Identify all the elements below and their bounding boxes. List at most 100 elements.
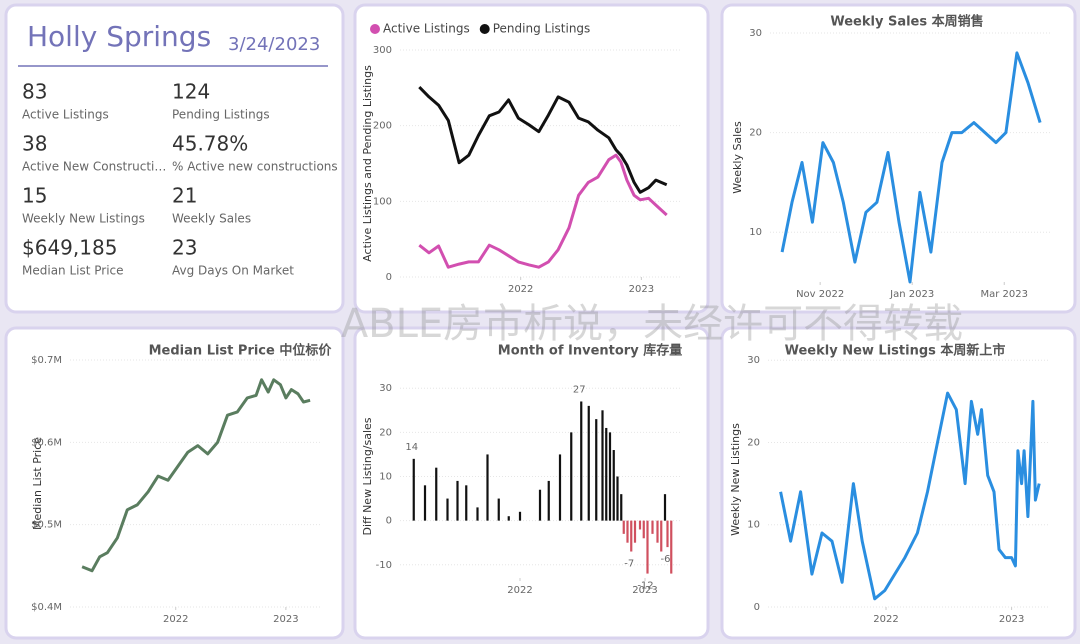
bar: [670, 520, 673, 574]
bar: [612, 450, 615, 521]
bar: [660, 520, 663, 552]
bar: [423, 485, 427, 521]
bar: [601, 410, 604, 521]
kpi-value: 21: [172, 184, 197, 208]
bar: [587, 405, 590, 521]
kpi-label: Median List Price: [22, 264, 124, 278]
kpi-label: Pending Listings: [172, 108, 270, 122]
kpi-value: 83: [22, 80, 47, 104]
bar: [486, 454, 489, 521]
bar: [412, 458, 415, 521]
bar: [595, 419, 598, 521]
y-axis-title: Active Listings and Pending Listings: [361, 65, 374, 262]
bar: [497, 498, 500, 521]
y-tick-label: 10: [379, 472, 392, 483]
chart-title: Median List Price 中位标价: [149, 343, 333, 359]
y-tick-label: 10: [747, 520, 760, 531]
kpi-value: 124: [172, 80, 210, 104]
data-label: -12: [637, 581, 653, 592]
y-tick-label: $0.6M: [31, 437, 62, 448]
bar: [570, 432, 573, 521]
x-tick-label: 2023: [632, 585, 657, 596]
bar: [656, 520, 659, 543]
bar: [605, 427, 608, 521]
bar: [435, 467, 438, 521]
line: [779, 391, 1041, 601]
bar: [518, 511, 522, 521]
y-tick-label: 30: [747, 355, 760, 366]
legend-swatch: [479, 24, 490, 34]
line: [418, 86, 668, 194]
bar: [666, 520, 669, 548]
y-tick-label: 200: [373, 121, 392, 132]
chart-title: Weekly Sales 本周销售: [830, 14, 983, 30]
panel: [353, 326, 710, 640]
y-tick-label: 30: [749, 28, 762, 39]
x-tick-label: 2022: [508, 284, 533, 295]
watermark: ABLE房市析说，未经许可不得转载: [341, 301, 963, 347]
y-tick-label: 0: [386, 272, 392, 283]
bar: [547, 480, 550, 521]
kpi-label: Weekly Sales: [172, 212, 251, 226]
line: [81, 378, 311, 573]
kpi-label: Active New Constructi…: [22, 160, 166, 174]
bar: [456, 480, 459, 521]
y-tick-label: $0.7M: [31, 355, 62, 366]
panel: [4, 326, 345, 640]
bar: [616, 476, 619, 521]
x-tick-label: 2022: [873, 614, 898, 625]
y-tick-label: 10: [749, 227, 762, 238]
bar: [642, 520, 645, 539]
kpi-panel: [4, 3, 345, 314]
x-tick-label: 2023: [273, 614, 298, 625]
kpi-label: % Active new constructions: [172, 160, 338, 174]
y-axis-title: Weekly Sales: [731, 121, 744, 194]
bar: [507, 516, 510, 521]
bar: [608, 432, 612, 521]
kpi-label: Weekly New Listings: [22, 212, 145, 226]
y-tick-label: 300: [373, 45, 392, 56]
data-label: -6: [661, 554, 671, 565]
y-tick-label: $0.5M: [31, 520, 62, 531]
x-tick-label: 2022: [163, 614, 188, 625]
panel: [353, 3, 710, 314]
y-axis-title: Median List Price: [31, 437, 44, 530]
x-tick-label: 2023: [999, 614, 1024, 625]
y-tick-label: -10: [376, 560, 392, 571]
kpi-grid: 83 Active Listings 124 Pending Listings 38 Ac…: [22, 80, 338, 278]
bar: [630, 520, 633, 552]
bar: [465, 485, 468, 521]
kpi-value: 23: [172, 236, 197, 260]
x-tick-label: Jan 2023: [889, 289, 934, 300]
kpi-value: $649,185: [22, 236, 117, 260]
kpi-value: 15: [22, 184, 47, 208]
y-axis-title: Weekly New Listings: [729, 423, 742, 536]
x-tick-label: Nov 2022: [796, 289, 844, 300]
bar: [651, 520, 654, 534]
bar: [633, 520, 637, 543]
bar: [626, 520, 629, 543]
x-tick-label: 2022: [507, 585, 532, 596]
y-tick-label: 0: [386, 516, 392, 527]
y-tick-label: $0.4M: [31, 602, 62, 613]
kpi-value: 38: [22, 132, 47, 156]
bar: [476, 507, 479, 521]
bar: [446, 498, 449, 521]
bar: [646, 520, 649, 574]
bar: [663, 494, 667, 521]
data-label: 14: [405, 442, 418, 453]
y-tick-label: 30: [379, 383, 392, 394]
bar: [620, 494, 623, 521]
x-tick-label: Mar 2023: [981, 289, 1029, 300]
kpi-value: 45.78%: [172, 132, 248, 156]
data-label: -7: [624, 559, 634, 570]
panel: [720, 3, 1077, 314]
kpi-title: Holly Springs: [27, 20, 211, 53]
bar: [638, 520, 642, 530]
y-tick-label: 20: [747, 437, 760, 448]
chart-title: Month of Inventory 库存量: [498, 343, 682, 359]
kpi-label: Active Listings: [22, 108, 109, 122]
kpi-label: Avg Days On Market: [172, 264, 294, 278]
bar: [558, 454, 562, 521]
